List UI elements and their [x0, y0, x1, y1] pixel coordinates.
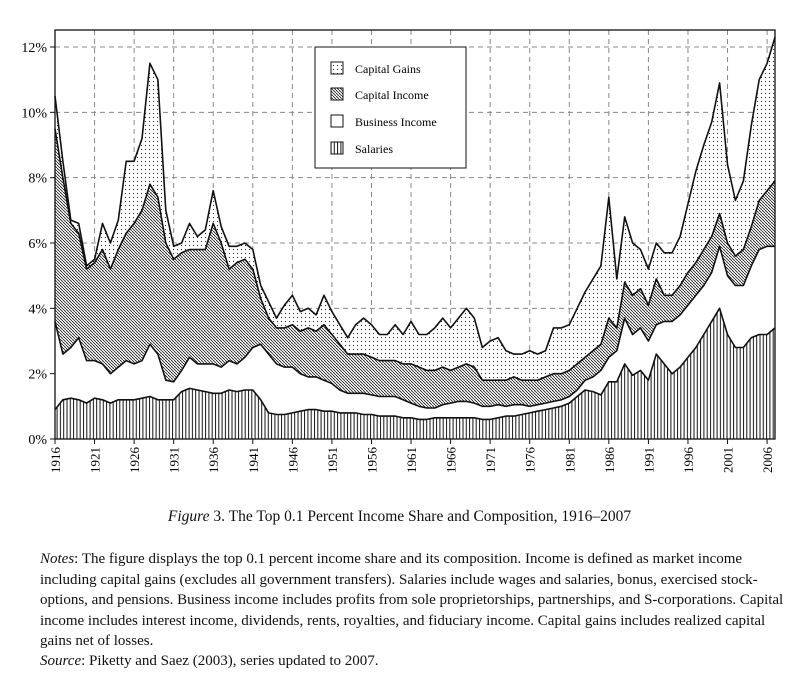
line-business-income [54, 245, 775, 409]
x-tick-label: 1971 [483, 447, 498, 473]
x-tick-label: 1956 [364, 447, 379, 474]
y-tick-label: 6% [28, 237, 47, 252]
x-tick-label: 1976 [523, 447, 538, 474]
axes: 0% 2% 4% 6% 8% 10% 12% 1916 1921 1926 1931 1936 1941… [21, 41, 775, 473]
x-tick-label: 1936 [206, 447, 221, 474]
area-capital-gains [55, 37, 775, 381]
y-tick-label: 2% [28, 368, 47, 383]
figure-source: Source: Piketty and Saez (2003), series … [40, 653, 379, 670]
x-tick-label: 1941 [246, 447, 261, 473]
legend-swatch-capital-gains [330, 61, 344, 75]
y-tick-label: 4% [28, 302, 47, 317]
y-tick-label: 12% [21, 41, 47, 56]
x-tick-label: 2006 [760, 447, 775, 474]
legend-label-business-income: Business Income [355, 115, 437, 129]
x-tick-label: 1966 [444, 447, 459, 474]
legend-label-salaries: Salaries [355, 142, 393, 156]
line-salaries [54, 307, 776, 421]
legend-swatch-business-income [330, 114, 344, 128]
area-salaries [55, 308, 775, 439]
x-tick-label: 1931 [167, 447, 182, 473]
x-tick-label: 1996 [681, 447, 696, 474]
x-tick-label: 1986 [602, 447, 617, 474]
legend-label-capital-income: Capital Income [355, 88, 429, 102]
y-tick-label: 0% [28, 433, 47, 448]
caption-label: Figure [167, 508, 210, 525]
notes-text: : The figure displays the top 0.1 percen… [40, 551, 784, 649]
y-tick-label: 8% [28, 172, 47, 187]
x-tick-label: 2001 [721, 447, 736, 473]
y-tick-label: 10% [21, 106, 47, 121]
line-capital-income [54, 128, 776, 382]
x-tick-label: 1961 [404, 447, 419, 473]
x-tick-label: 1981 [562, 447, 577, 473]
x-tick-label: 1926 [127, 447, 142, 474]
x-tick-label: 1946 [285, 447, 300, 474]
x-tick-label: 1921 [88, 447, 103, 473]
figure-caption: Figure 3. The Top 0.1 Percent Income Sha… [0, 508, 799, 526]
plot-frame [54, 29, 776, 440]
x-tick-label: 1916 [48, 447, 63, 474]
legend-label-capital-gains: Capital Gains [355, 62, 421, 76]
legend-swatch-salaries [330, 141, 344, 155]
caption-number: 3. [213, 508, 226, 525]
legend: Capital Gains Capital Income Business In… [314, 46, 467, 169]
figure-notes: Notes: The figure displays the top 0.1 p… [40, 549, 790, 652]
source-text: : Piketty and Saez (2003), series update… [81, 653, 379, 669]
x-tick-label: 1951 [325, 447, 340, 473]
line-capital-gains [54, 36, 776, 355]
areas [54, 36, 776, 439]
x-tick-label: 1991 [641, 447, 656, 473]
stacked-area-chart: 0% 2% 4% 6% 8% 10% 12% 1916 1921 1926 1931 1936 1941… [21, 29, 776, 473]
notes-label: Notes [40, 551, 75, 567]
source-label: Source [40, 653, 82, 669]
legend-swatch-capital-income [330, 87, 344, 101]
caption-text: The Top 0.1 Percent Income Share and Com… [228, 508, 632, 525]
area-capital-income [55, 128, 775, 408]
